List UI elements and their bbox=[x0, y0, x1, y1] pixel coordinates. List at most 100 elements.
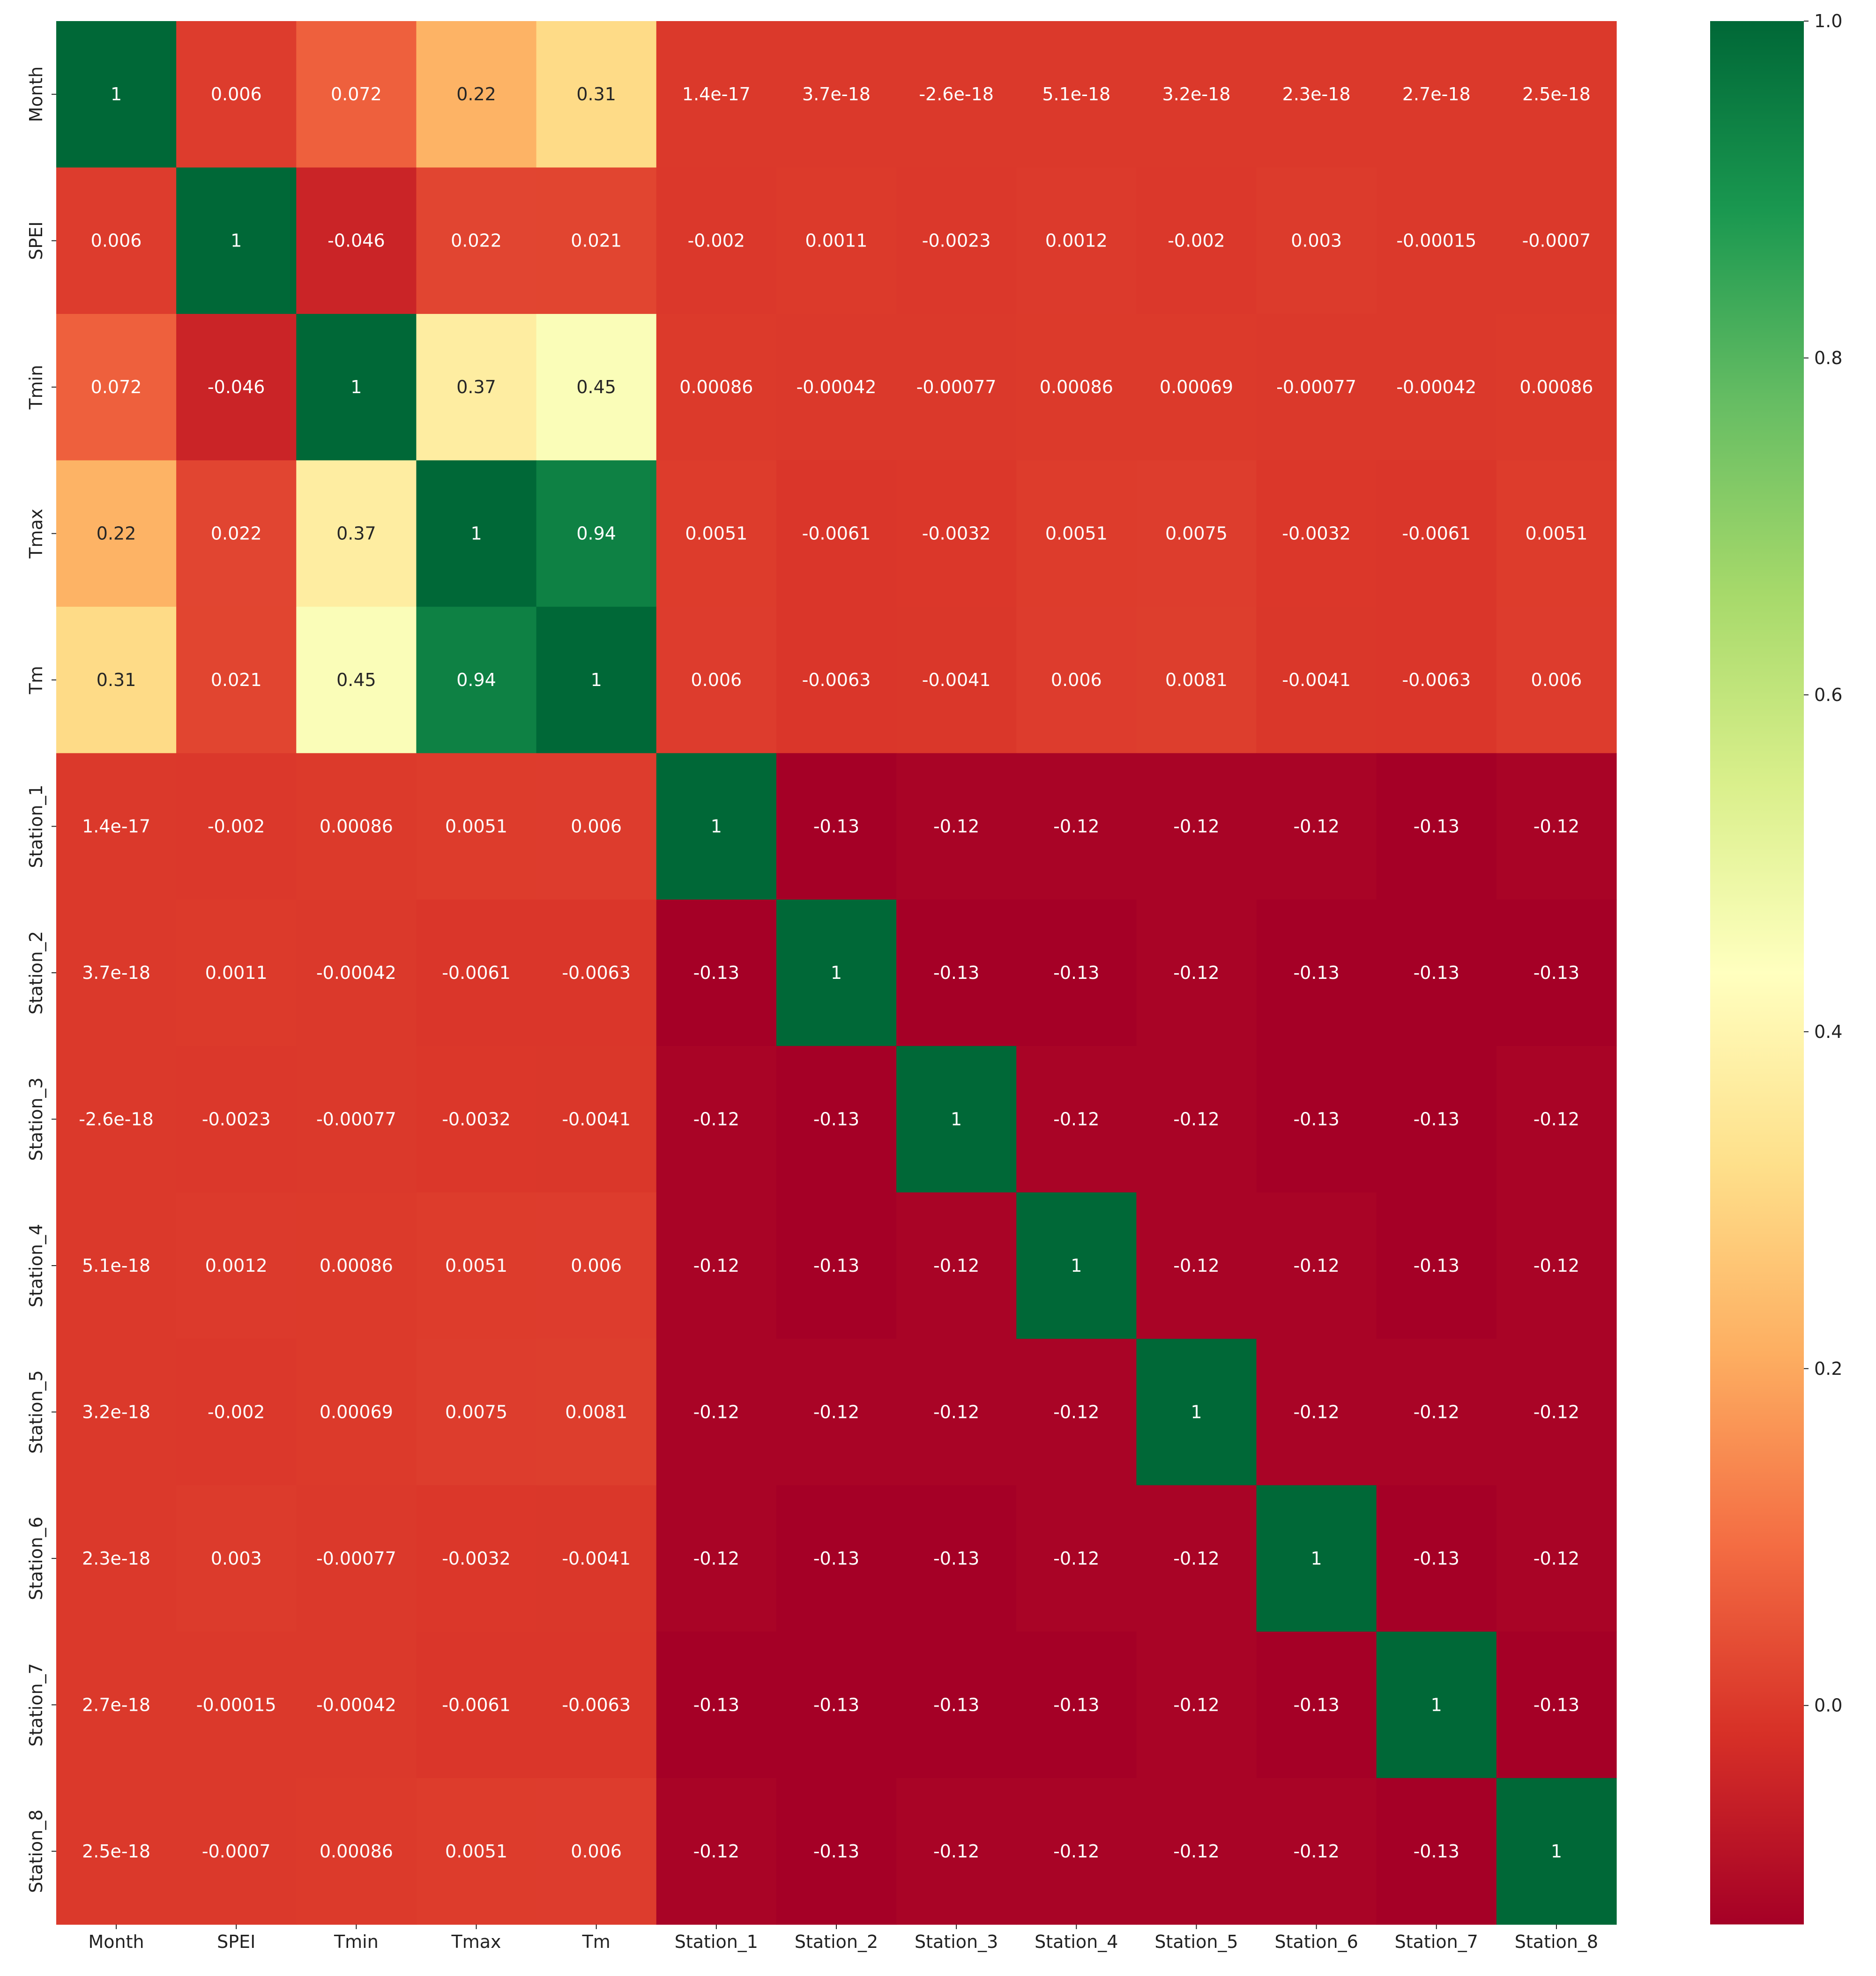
x-tick-label: SPEI bbox=[217, 1931, 255, 1952]
cell-value-label: 0.003 bbox=[1291, 231, 1342, 251]
heatmap-cell bbox=[1136, 1046, 1257, 1193]
heatmap-cell bbox=[776, 1046, 897, 1193]
heatmap-cell bbox=[1016, 21, 1137, 168]
cell-value-label: -0.13 bbox=[1053, 1694, 1099, 1715]
heatmap-cell bbox=[1496, 460, 1617, 607]
cell-value-label: 1 bbox=[1551, 1841, 1562, 1862]
cell-value-label: -0.00077 bbox=[916, 377, 997, 397]
cell-value-label: 1 bbox=[591, 670, 602, 690]
y-axis-tick-labels: Month SPEI Tmin Tmax Tm Station_1 Station_2 Sta… bbox=[26, 67, 56, 1893]
heatmap-cell bbox=[176, 1192, 297, 1339]
heatmap-cell bbox=[656, 1485, 777, 1632]
heatmap-cell bbox=[896, 1046, 1017, 1193]
cell-value-label: -0.0032 bbox=[442, 1548, 511, 1569]
cell-value-label: 0.006 bbox=[571, 816, 622, 837]
cell-value-label: 0.00069 bbox=[1160, 377, 1233, 397]
cell-value-label: -0.0041 bbox=[1282, 670, 1351, 690]
heatmap-cell bbox=[1136, 1632, 1257, 1779]
cell-value-label: -0.12 bbox=[1173, 962, 1219, 983]
cell-value-label: -0.002 bbox=[208, 1402, 265, 1422]
cell-value-label: 2.5e-18 bbox=[1522, 84, 1591, 104]
cell-value-label: -0.12 bbox=[1053, 1841, 1099, 1862]
y-tick-label: Station_1 bbox=[26, 784, 46, 868]
x-tick-label: Station_1 bbox=[675, 1931, 758, 1952]
cell-value-label: -0.002 bbox=[688, 231, 745, 251]
y-tick-label: Station_8 bbox=[26, 1810, 46, 1893]
heatmap-cell bbox=[416, 1485, 537, 1632]
heatmap-cell bbox=[776, 21, 897, 168]
heatmap-cell bbox=[896, 313, 1017, 461]
heatmap-cell bbox=[656, 313, 777, 461]
heatmap-cell bbox=[1496, 1339, 1617, 1486]
heatmap-cell bbox=[776, 1339, 897, 1486]
heatmap-cell bbox=[56, 167, 177, 314]
heatmap-cell bbox=[176, 460, 297, 607]
cell-value-label: -0.13 bbox=[693, 962, 739, 983]
heatmap-cell bbox=[1016, 1632, 1137, 1779]
heatmap-cell bbox=[656, 1339, 777, 1486]
cell-value-label: -0.0061 bbox=[1402, 523, 1471, 544]
cell-value-label: -0.12 bbox=[1173, 1841, 1219, 1862]
cell-value-label: -0.00077 bbox=[316, 1109, 396, 1129]
cell-value-label: -0.12 bbox=[693, 1402, 739, 1422]
heatmap-cell bbox=[1016, 1339, 1137, 1486]
heatmap-cell bbox=[536, 1339, 657, 1486]
heatmap-cell bbox=[536, 1046, 657, 1193]
heatmap-cell bbox=[1136, 313, 1257, 461]
cell-value-label: -0.13 bbox=[1293, 962, 1339, 983]
cell-value-label: 0.0051 bbox=[1525, 523, 1587, 544]
heatmap-cell bbox=[536, 1192, 657, 1339]
x-tick-label: Station_4 bbox=[1035, 1931, 1118, 1952]
cell-value-label: -0.13 bbox=[933, 1548, 979, 1569]
cell-value-label: -0.002 bbox=[1168, 231, 1225, 251]
y-tick-label: Station_3 bbox=[26, 1077, 46, 1161]
heatmap-cell bbox=[1256, 1046, 1377, 1193]
cell-value-label: 0.22 bbox=[97, 523, 136, 544]
cell-value-label: -0.13 bbox=[933, 962, 979, 983]
x-tick-label: Station_8 bbox=[1515, 1931, 1598, 1952]
cell-value-label: 0.0051 bbox=[445, 1255, 507, 1276]
cell-value-label: -0.12 bbox=[1534, 1402, 1579, 1422]
heatmap-cell bbox=[56, 460, 177, 607]
cell-value-label: -0.12 bbox=[933, 1255, 979, 1276]
cell-value-label: -0.12 bbox=[1053, 1109, 1099, 1129]
cell-value-label: -0.13 bbox=[1293, 1694, 1339, 1715]
y-tick-label: Tmin bbox=[26, 365, 46, 410]
heatmap-cell bbox=[536, 313, 657, 461]
heatmap-cell bbox=[776, 606, 897, 753]
cell-value-label: -0.12 bbox=[693, 1841, 739, 1862]
heatmap-cell bbox=[536, 899, 657, 1046]
cell-value-label: -0.0032 bbox=[922, 523, 991, 544]
cell-value-label: 0.37 bbox=[456, 377, 496, 397]
heatmap-cell bbox=[1376, 1632, 1497, 1779]
heatmap-cell bbox=[1136, 1778, 1257, 1925]
heatmap-cell bbox=[776, 899, 897, 1046]
cell-value-label: 0.0012 bbox=[1045, 231, 1108, 251]
cell-value-label: -0.0007 bbox=[202, 1841, 271, 1862]
cell-value-label: 1 bbox=[470, 523, 482, 544]
heatmap-cell bbox=[1496, 1192, 1617, 1339]
heatmap-cell bbox=[296, 167, 417, 314]
cell-value-label: 0.0081 bbox=[1165, 670, 1228, 690]
x-tick-label: Station_3 bbox=[915, 1931, 998, 1952]
colorbar-tick-label: 0.8 bbox=[1814, 348, 1842, 368]
cell-value-label: -0.12 bbox=[933, 1841, 979, 1862]
heatmap-cell bbox=[1376, 1485, 1497, 1632]
cell-value-label: -0.13 bbox=[813, 1255, 859, 1276]
heatmap-cell bbox=[536, 1778, 657, 1925]
heatmap-cell bbox=[416, 460, 537, 607]
heatmap-cell bbox=[896, 167, 1017, 314]
cell-value-label: -0.13 bbox=[813, 1841, 859, 1862]
cell-value-label: 5.1e-18 bbox=[82, 1255, 150, 1276]
cell-value-label: -0.13 bbox=[1053, 962, 1099, 983]
colorbar-tick-label: 1.0 bbox=[1814, 11, 1842, 31]
cell-value-label: -0.12 bbox=[1173, 1109, 1219, 1129]
cell-value-label: -0.12 bbox=[1053, 1402, 1099, 1422]
heatmap-cell bbox=[416, 1339, 537, 1486]
heatmap-cell bbox=[296, 1046, 417, 1193]
heatmap-cell bbox=[896, 1485, 1017, 1632]
cell-value-label: 0.021 bbox=[211, 670, 262, 690]
cell-value-label: -0.0041 bbox=[922, 670, 991, 690]
cell-value-label: -0.12 bbox=[1173, 1548, 1219, 1569]
heatmap-cell bbox=[536, 167, 657, 314]
